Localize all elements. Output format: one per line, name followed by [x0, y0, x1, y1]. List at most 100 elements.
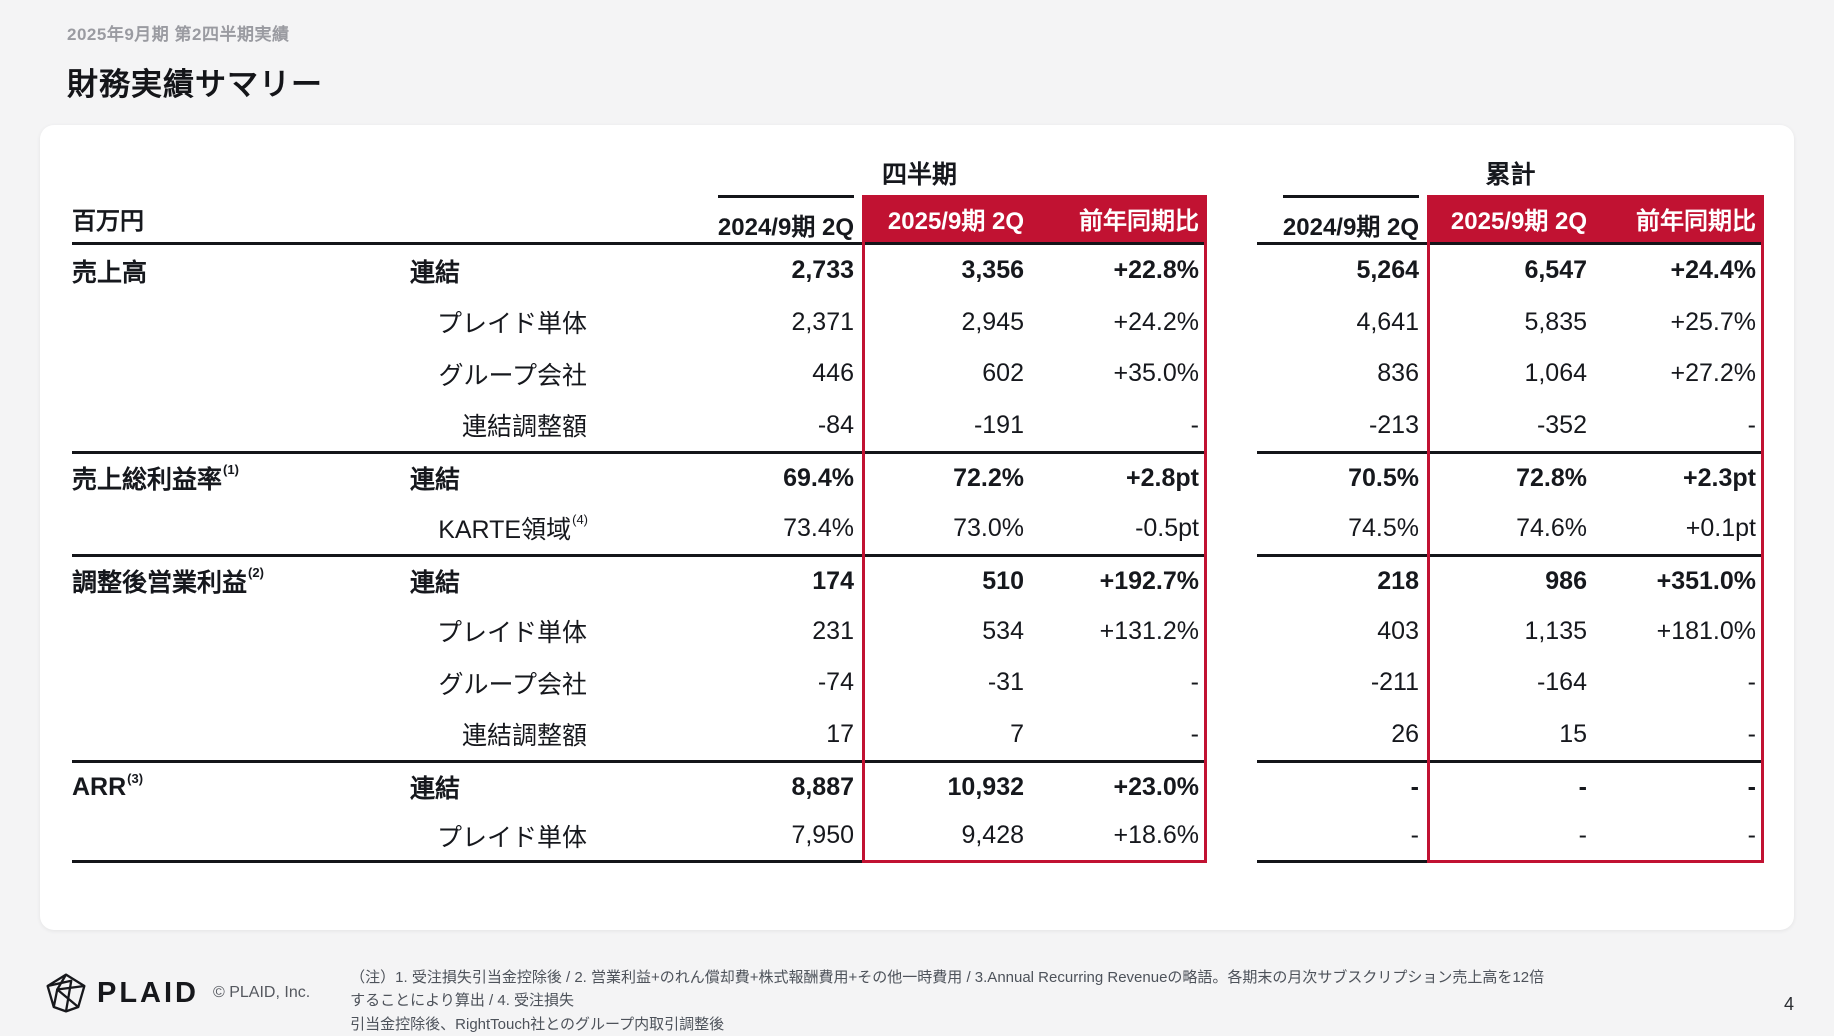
column-gap — [1207, 195, 1257, 245]
cell-cumulative-curr: 5,835 — [1524, 307, 1587, 336]
col-header-quarterly-prev: 2024/9期 2Q — [632, 195, 862, 245]
cell-cumulative-curr: 72.8% — [1427, 451, 1595, 503]
column-gap — [1207, 400, 1257, 452]
cell-cumulative-curr: 74.6% — [1516, 513, 1587, 542]
column-gap — [1207, 554, 1257, 606]
row-sublabel: 連結 — [352, 451, 632, 503]
cell-cumulative-prev: - — [1257, 812, 1427, 863]
footnote-line-1: （注）1. 受注損失引当金控除後 / 2. 営業利益+のれん償却費+株式報酬費用… — [350, 969, 1545, 1010]
cell-quarterly-yoy: - — [1190, 719, 1199, 748]
table-row: 売上総利益率 (1) 連結 69.4% 72.2% +2.8pt 70.5% 72… — [72, 451, 1764, 503]
cell-quarterly-curr: 2,945 — [961, 307, 1024, 336]
cell-quarterly-curr: -31 — [987, 668, 1024, 697]
cell-quarterly-yoy: +24.2% — [1113, 307, 1200, 336]
cell-cumulative-curr: 6,547 — [1524, 256, 1587, 285]
table-row: KARTE領域 (4) 73.4% 73.0% -0.5pt 74.5% 74.6… — [72, 503, 1764, 555]
cell-cumulative-prev: 218 — [1257, 554, 1427, 606]
cell-quarterly-curr: -191 — [973, 410, 1024, 439]
row-sublabel: 連結 — [352, 554, 632, 606]
cell-cumulative-curr: 1,064 — [1524, 359, 1587, 388]
row-sublabel: 連結調整額 — [461, 413, 587, 442]
column-gap — [1207, 245, 1257, 297]
financial-table: 四半期 累計 百万円 2024/9期 2Q 2025/9期 2Q 前年同期比 2… — [40, 125, 1794, 863]
row-label — [72, 297, 352, 349]
column-gap — [1207, 348, 1257, 400]
row-sublabel: KARTE領域 (4) — [438, 511, 588, 545]
cell-quarterly-prev: 69.4% — [632, 451, 862, 503]
cell-cumulative-curr: 1,135 — [1524, 616, 1587, 645]
table-row: プレイド単体 231 534 +131.2% 403 1,135 +181.0% — [72, 606, 1764, 658]
cell-quarterly-yoy: +22.8% — [1113, 256, 1200, 285]
cell-cumulative-curr: 15 — [1559, 719, 1587, 748]
cell-quarterly-prev: -74 — [817, 668, 854, 697]
cell-quarterly-prev: 17 — [826, 719, 854, 748]
cell-cumulative-prev: -213 — [1368, 410, 1419, 439]
row-label — [72, 709, 352, 761]
table-row: 調整後営業利益 (2) 連結 174 510 +192.7% 218 986 +3… — [72, 554, 1764, 606]
page-number: 4 — [1783, 994, 1794, 1014]
table-row: プレイド単体 2,371 2,945 +24.2% 4,641 5,835 +2… — [72, 297, 1764, 349]
col-header-cumulative-curr: 2025/9期 2Q — [1427, 195, 1595, 245]
cell-quarterly-curr: 3,356 — [961, 256, 1024, 285]
table-row: ARR (3) 連結 8,887 10,932 +23.0% - - - — [72, 760, 1764, 812]
footnote-line-2: 引当金控除後、RightTouch社とのグループ内取引調整後 — [350, 1015, 725, 1033]
column-gap — [1207, 709, 1257, 761]
row-label — [72, 503, 352, 555]
cell-cumulative-prev: 4,641 — [1356, 307, 1419, 336]
cell-cumulative-yoy: +181.0% — [1656, 616, 1756, 645]
row-label — [72, 348, 352, 400]
cell-quarterly-prev: 7,950 — [632, 812, 862, 863]
row-label — [72, 812, 352, 863]
cell-quarterly-prev: 2,371 — [791, 307, 854, 336]
cell-quarterly-yoy: +23.0% — [1032, 760, 1207, 812]
column-gap — [1207, 657, 1257, 709]
column-gap — [1207, 503, 1257, 555]
row-sublabel: 連結 — [410, 258, 461, 287]
cell-cumulative-prev: 836 — [1377, 359, 1419, 388]
row-label: 調整後営業利益 (2) — [72, 554, 352, 606]
plaid-wordmark: PLAID — [97, 976, 199, 1009]
column-gap — [1207, 606, 1257, 658]
cell-cumulative-yoy: +2.3pt — [1595, 451, 1764, 503]
table-group-header-row: 四半期 累計 — [72, 151, 1764, 195]
cell-cumulative-yoy: - — [1747, 410, 1756, 439]
table-row: 連結調整額 17 7 - 26 15 - — [72, 709, 1764, 761]
cell-cumulative-prev: -211 — [1370, 668, 1419, 697]
row-sublabel: グループ会社 — [438, 670, 587, 699]
row-sublabel: グループ会社 — [438, 361, 587, 390]
cell-cumulative-prev: 26 — [1391, 719, 1419, 748]
cell-quarterly-curr: 534 — [982, 616, 1024, 645]
table-row: 連結調整額 -84 -191 - -213 -352 - — [72, 400, 1764, 452]
row-label: 売上高 — [72, 258, 148, 287]
cell-quarterly-curr: 602 — [982, 359, 1024, 388]
cell-cumulative-yoy: - — [1595, 760, 1764, 812]
cell-cumulative-prev: - — [1257, 760, 1427, 812]
cell-quarterly-curr: 9,428 — [862, 812, 1032, 863]
row-label — [72, 400, 352, 452]
cell-quarterly-prev: 174 — [632, 554, 862, 606]
cell-cumulative-yoy: +351.0% — [1595, 554, 1764, 606]
cell-cumulative-yoy: +0.1pt — [1685, 513, 1756, 542]
row-label: 売上総利益率 (1) — [72, 451, 352, 503]
cell-quarterly-yoy: -0.5pt — [1135, 513, 1199, 542]
cell-cumulative-curr: 986 — [1427, 554, 1595, 606]
cell-quarterly-prev: 446 — [812, 359, 854, 388]
footnotes: （注）1. 受注損失引当金控除後 / 2. 営業利益+のれん償却費+株式報酬費用… — [350, 966, 1550, 1036]
cell-quarterly-curr: 10,932 — [862, 760, 1032, 812]
section-header-cumulative: 累計 — [1485, 161, 1536, 189]
cell-cumulative-curr: - — [1427, 760, 1595, 812]
table-row: グループ会社 446 602 +35.0% 836 1,064 +27.2% — [72, 348, 1764, 400]
cell-quarterly-yoy: +35.0% — [1113, 359, 1200, 388]
cell-cumulative-curr: - — [1427, 812, 1595, 863]
cell-cumulative-yoy: - — [1595, 812, 1764, 863]
summary-card: 四半期 累計 百万円 2024/9期 2Q 2025/9期 2Q 前年同期比 2… — [40, 125, 1794, 930]
cell-quarterly-prev: 8,887 — [632, 760, 862, 812]
cell-quarterly-yoy: +18.6% — [1032, 812, 1207, 863]
cell-quarterly-curr: 73.0% — [953, 513, 1024, 542]
column-gap — [1207, 760, 1257, 812]
table-column-header-row: 百万円 2024/9期 2Q 2025/9期 2Q 前年同期比 2024/9期 … — [72, 195, 1764, 245]
table-row: 売上高 連結 2,733 3,356 +22.8% 5,264 6,547 +2… — [72, 245, 1764, 297]
row-label — [72, 657, 352, 709]
cell-quarterly-prev: 2,733 — [791, 256, 854, 285]
row-sublabel: プレイド単体 — [436, 619, 587, 648]
